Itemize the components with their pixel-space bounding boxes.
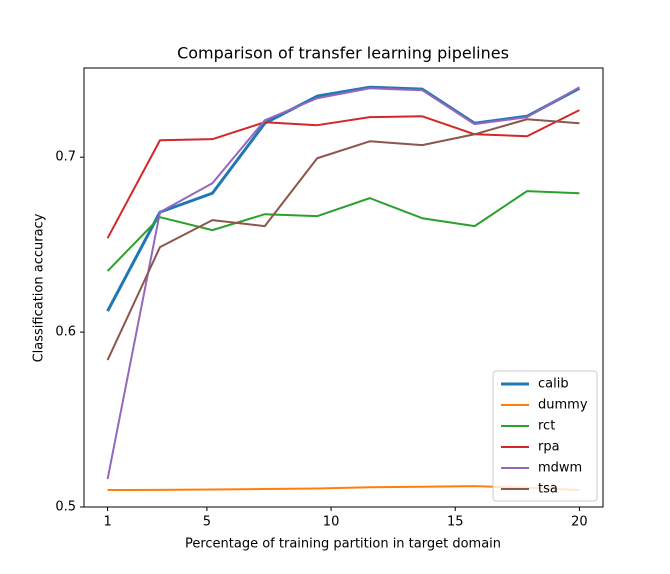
y-tick-label: 0.7 (55, 150, 76, 165)
legend-label: mdwm (538, 461, 582, 476)
x-axis-label: Percentage of training partition in targ… (185, 537, 501, 552)
x-tick-label: 1 (103, 515, 111, 530)
plot-frame (83, 67, 604, 508)
legend-label: tsa (538, 482, 558, 497)
chart-title: Comparison of transfer learning pipeline… (177, 44, 509, 63)
x-tick-label: 10 (323, 515, 340, 530)
legend-label: dummy (538, 398, 588, 413)
series-line (106, 86, 580, 480)
x-tick-label: 15 (447, 515, 464, 530)
y-tick-label: 0.6 (55, 325, 76, 340)
legend-label: rpa (538, 440, 560, 455)
legend-label: rct (538, 419, 555, 434)
series-line (106, 118, 580, 361)
y-tick-label: 0.5 (55, 500, 76, 515)
series-line (106, 190, 580, 272)
y-axis-label: Classification accuracy (32, 213, 47, 362)
x-tick-label: 5 (203, 515, 211, 530)
series-line (106, 109, 580, 239)
legend-label: calib (538, 377, 569, 392)
x-tick-label: 20 (571, 515, 588, 530)
